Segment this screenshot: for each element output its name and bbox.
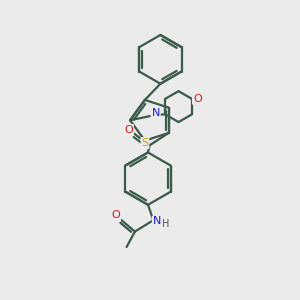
- Text: O: O: [193, 94, 202, 104]
- Text: S: S: [141, 138, 148, 148]
- Text: N: N: [153, 216, 161, 226]
- Text: N: N: [152, 108, 160, 118]
- Text: H: H: [162, 219, 169, 229]
- Text: O: O: [112, 211, 120, 220]
- Text: O: O: [124, 125, 133, 135]
